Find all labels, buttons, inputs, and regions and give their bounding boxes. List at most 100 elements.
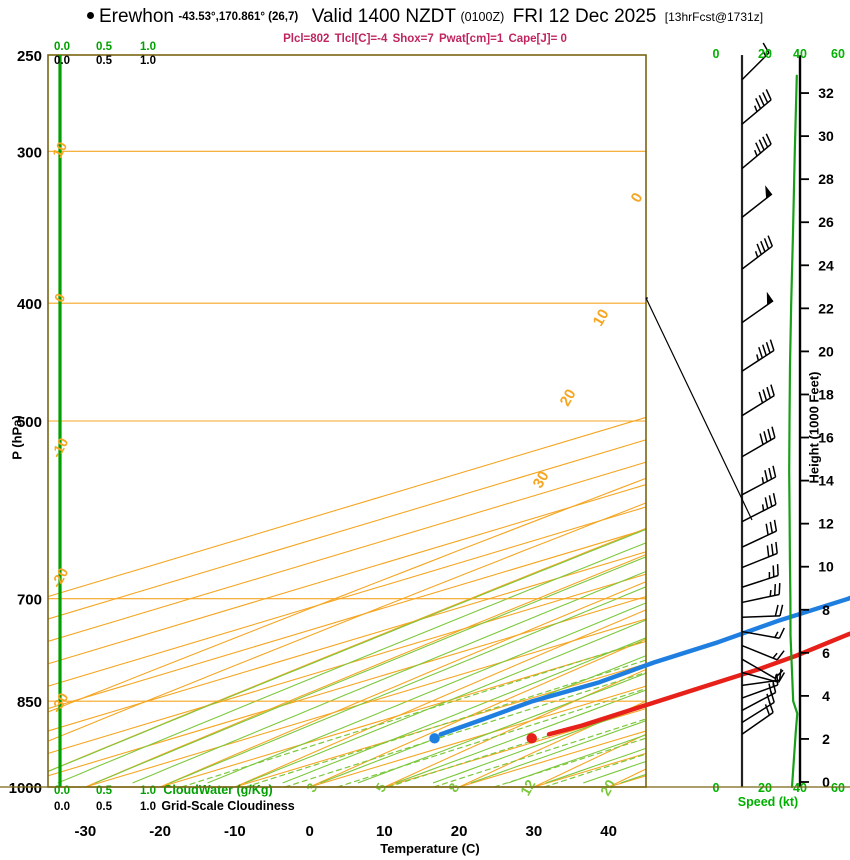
height-tick-label: 16 [818,430,834,446]
height-tick-label: 30 [818,128,834,144]
pressure-tick-label: 700 [17,592,42,609]
height-tick-label: 12 [818,516,834,532]
valid-date: FRI 12 Dec 2025 [512,6,657,27]
moist-adiabat-line [57,542,646,784]
height-tick-label: 0 [822,774,830,790]
index-shox: Shox=7 [392,33,434,45]
dry-adiabat-label-left: -10 [48,435,72,461]
speed-tick-top: 40 [793,47,807,61]
moist-adiabat-line [432,705,646,784]
moist-adiabat-line [357,672,646,784]
dry-adiabat-line [309,638,646,787]
station-dot-icon [86,12,94,19]
temperature-tick-label: 20 [451,823,468,840]
wind-panel-guide [645,297,753,521]
speed-tick-top: 0 [713,47,720,61]
height-tick-label: 32 [818,85,834,101]
height-tick-label: 18 [818,386,834,402]
dry-adiabat-line [383,668,646,787]
height-tick-label: 24 [818,257,834,273]
wind-barb [741,384,775,417]
wind-barb [741,42,770,81]
height-tick-label: 26 [818,214,834,230]
pressure-tick-label: 400 [17,296,42,313]
moist-adiabat-line [320,655,646,784]
wind-barb [741,519,778,548]
index-pwat: Pwat[cm]=1 [439,33,504,45]
height-tick-label: 14 [818,473,834,489]
header-title-line: Erewhon -43.53°,170.861° (26,7) Valid 14… [0,6,850,28]
height-tick-label: 6 [822,645,830,661]
dry-adiabat-line [533,733,646,787]
temperature-profile-line [546,631,850,737]
dry-adiabat-label-left: -20 [48,565,72,591]
speed-tick-bottom: 20 [758,781,772,795]
speed-tick-bottom: 40 [793,781,807,795]
moist-adiabat-line [169,586,646,784]
wind-barb [741,235,773,270]
isotherm-line [48,528,646,710]
cloudiness-tick-top: 0.0 [54,55,70,67]
moist-adiabat-line [95,556,646,784]
pressure-tick-label: 850 [17,694,42,711]
cloudiness-tick-bottom: 1.0 [140,801,156,813]
speed-tick-bottom: 60 [831,781,845,795]
wind-barb [741,493,777,523]
speed-tick-top: 20 [758,47,772,61]
moist-adiabat-line [395,689,646,784]
index-plcl: Plcl=802 [283,33,330,45]
cloudiness-axis-label: Grid-Scale Cloudiness [161,799,294,813]
station-coordinates: -43.53°,170.861° (26,7) [178,11,299,23]
height-tick-label: 10 [818,559,834,575]
wind-barb [741,701,774,735]
mixing-ratio-line [284,671,646,787]
pressure-axis-label: P (hPa) [9,415,25,460]
speed-axis-label: Speed (kt) [738,795,798,809]
pressure-tick-label: 300 [17,144,42,161]
temperature-axis-label: Temperature (C) [380,841,479,856]
speed-tick-bottom: 0 [713,781,720,795]
dry-adiabat-label-right: 30 [530,468,553,491]
height-tick-label: 22 [818,300,834,316]
dry-adiabat-line [48,477,646,713]
dry-adiabat-line [84,553,646,787]
wind-barb [741,185,773,218]
cloudwater-tick-top: 0.0 [54,41,70,53]
pressure-tick-label: 250 [17,48,42,65]
height-tick-label: 20 [818,343,834,359]
mixing-ratio-line [244,659,646,787]
moist-adiabat-line [244,619,646,784]
dry-adiabat-line [234,609,646,787]
wind-barb [741,133,772,170]
cloudwater-tick-bottom: 0.0 [54,785,70,797]
grid-lines [48,55,646,787]
height-tick-label: 8 [822,602,830,618]
isotherm-line [48,551,646,732]
pressure-tick-label: 500 [17,414,42,431]
isotherm-line [48,506,646,687]
wind-barb [741,89,772,125]
cloudiness-tick-top: 1.0 [140,55,156,67]
wind-barb [741,541,778,569]
wind-barb [741,339,775,372]
cloudwater-axis-label: CloudWater (g/Kg) [163,783,272,797]
speed-tick-top: 60 [831,47,845,61]
wind-barb [741,426,776,458]
moist-adiabat-line [132,570,646,784]
dry-adiabat-line [159,581,646,787]
wind-barb [741,583,781,604]
wind-barb [741,627,785,639]
index-cape: Cape[J]= 0 [508,33,567,45]
temperature-tick-label: 0 [305,823,313,840]
isotherm-line [84,618,646,787]
mixing-ratio-line [433,718,646,787]
height-profile-curve [788,74,799,789]
wind-barb [741,564,779,588]
moist-adiabat-line [545,747,646,784]
height-tick-label: 2 [822,731,830,747]
wind-barb [741,644,785,661]
wind-barb [741,291,774,324]
index-tlcl: Tlcl[C]=-4 [334,33,388,45]
isotherm-line [159,640,646,787]
